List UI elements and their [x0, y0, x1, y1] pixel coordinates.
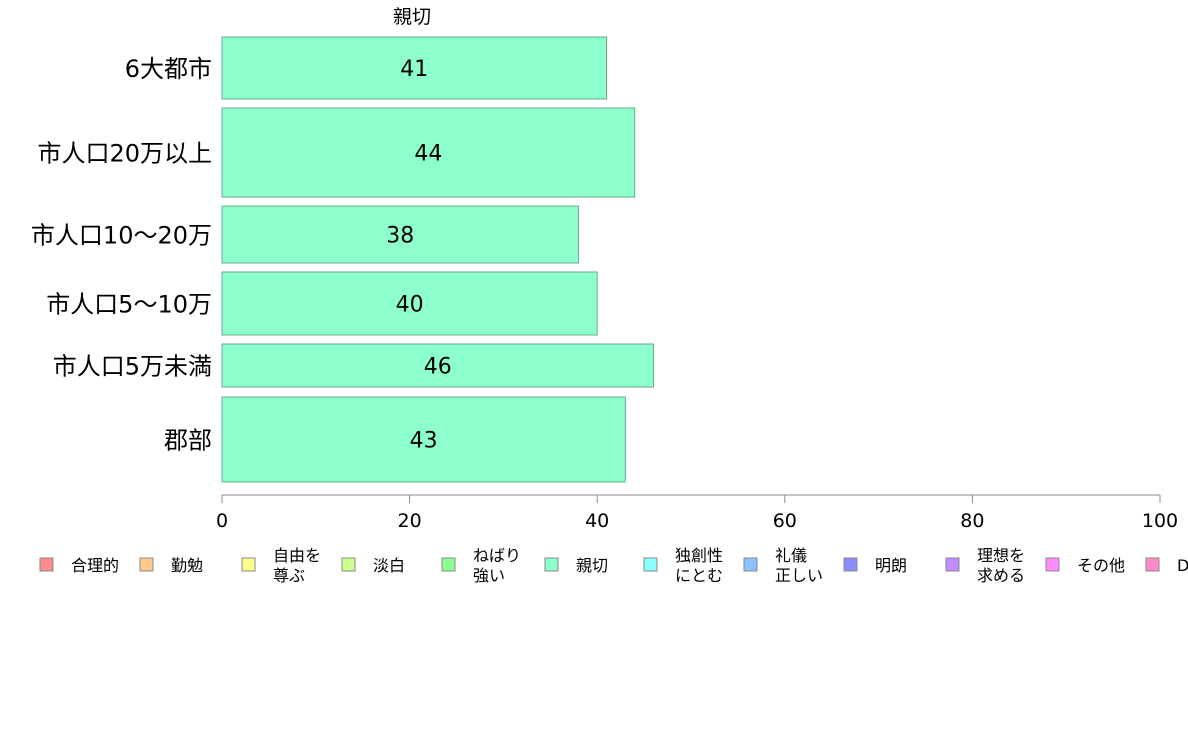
legend-label: 尊ぶ: [273, 566, 305, 585]
legend-label: 勤勉: [171, 556, 203, 575]
bar-value-label: 38: [386, 224, 414, 249]
legend-item: 明朗: [843, 556, 907, 575]
legend-item: その他: [1045, 556, 1125, 575]
legend-swatch: [39, 557, 54, 572]
bar-value-label: 43: [410, 429, 438, 454]
bar: [221, 271, 598, 336]
legend-swatch: [1145, 557, 1160, 572]
legend-item: 勤勉: [139, 556, 203, 575]
legend-label: 求める: [977, 566, 1025, 585]
legend-label: 理想を: [977, 546, 1025, 565]
bar-value-label: 46: [424, 355, 452, 380]
legend-label: 明朗: [875, 556, 907, 575]
legend-label: D: [1177, 556, 1188, 575]
legend-swatch: [743, 557, 758, 572]
x-tick-label: 100: [1142, 510, 1178, 532]
legend-label: 独創性: [675, 546, 723, 565]
legend-label: 強い: [473, 566, 505, 585]
x-tick-label: 20: [398, 510, 422, 532]
legend-swatch: [441, 557, 456, 572]
legend-swatch: [1045, 557, 1060, 572]
legend-swatch: [945, 557, 960, 572]
legend-swatch: [544, 557, 559, 572]
legend-label: その他: [1077, 556, 1125, 575]
legend-swatch: [139, 557, 154, 572]
legend-label: 礼儀: [775, 546, 807, 565]
x-tick-label: 40: [585, 510, 609, 532]
legend-item: D: [1145, 556, 1188, 575]
legend-item: 親切: [544, 556, 608, 575]
bar: [221, 343, 654, 388]
legend-swatch: [643, 557, 658, 572]
legend-label: ねばり: [473, 546, 521, 565]
legend-swatch: [241, 557, 256, 572]
legend-label: 合理的: [71, 556, 119, 575]
bar: [221, 107, 636, 198]
category-label: 市人口5万未満: [53, 353, 212, 381]
bar-value-label: 44: [414, 142, 442, 167]
category-label: 市人口20万以上: [37, 140, 212, 168]
legend-label: 自由を: [273, 546, 321, 565]
legend-swatch: [843, 557, 858, 572]
legend-item: 合理的: [39, 556, 119, 575]
bar: [221, 36, 608, 100]
bar-value-label: 41: [400, 57, 428, 82]
legend-label: 親切: [576, 556, 608, 575]
bars-group: 41 6大都市 44 市人口20万以上 38 市人口10〜20万 40 市人口5〜10万 46 市…: [31, 36, 654, 483]
bar: [221, 205, 579, 264]
category-label: 郡部: [164, 427, 212, 455]
x-tick-label: 0: [216, 510, 228, 532]
legend-label: 正しい: [775, 566, 823, 585]
legend: 合理的 勤勉自由を尊ぶ淡白ねばり強い親切独創性にとむ礼儀正しい明朗理想を求めるその…: [39, 546, 1188, 585]
x-tick-label: 60: [773, 510, 797, 532]
category-label: 市人口5〜10万: [46, 291, 212, 319]
bar-value-label: 40: [396, 293, 424, 318]
legend-swatch: [341, 557, 356, 572]
x-tick-label: 80: [960, 510, 984, 532]
bar: [221, 396, 626, 483]
legend-label: にとむ: [675, 566, 723, 585]
x-axis: 0 20 40 60 80 100: [216, 494, 1178, 532]
legend-item: 淡白: [341, 556, 405, 575]
chart-title: 親切: [393, 6, 431, 28]
legend-label: 淡白: [373, 556, 405, 575]
category-label: 6大都市: [125, 55, 212, 83]
category-label: 市人口10〜20万: [31, 222, 212, 250]
